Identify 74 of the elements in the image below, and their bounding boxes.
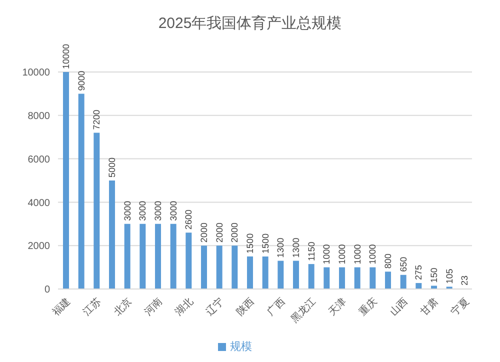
- bar: [339, 267, 345, 289]
- data-label: 1000: [322, 244, 332, 264]
- x-tick-label: 湖北: [172, 296, 196, 318]
- bar: [170, 224, 176, 289]
- bar: [124, 224, 130, 289]
- x-tick-label: 天津: [326, 296, 349, 318]
- data-label: 10000: [61, 44, 71, 69]
- bar: [431, 286, 437, 289]
- y-tick-label: 10000: [22, 68, 50, 79]
- bar: [416, 283, 422, 289]
- data-label: 1500: [260, 233, 270, 254]
- chart-title: 2025年我国体育产业总规模: [157, 14, 343, 34]
- bar: [278, 260, 284, 289]
- data-label: 3000: [122, 200, 132, 221]
- data-label: 9000: [76, 70, 86, 91]
- bar: [293, 260, 299, 289]
- y-tick-label: 8000: [28, 110, 50, 122]
- y-tick-label: 2000: [28, 241, 50, 252]
- bar: [140, 224, 146, 289]
- y-tick-label: 6000: [28, 154, 50, 166]
- data-label: 1000: [337, 244, 347, 264]
- x-tick-label: 福建: [50, 296, 73, 318]
- data-label: 650: [398, 256, 408, 272]
- bar: [324, 267, 330, 289]
- x-tick-label: 河南: [142, 296, 165, 318]
- x-tick-label: 重庆: [356, 296, 380, 318]
- bar: [232, 246, 238, 289]
- data-label: 3000: [138, 200, 148, 221]
- bar: [186, 232, 192, 289]
- legend-label: 规模: [230, 341, 252, 353]
- x-tick-label: 广西: [264, 296, 288, 318]
- data-label: 3000: [168, 200, 178, 221]
- data-label: 800: [383, 254, 393, 269]
- bar: [400, 274, 406, 289]
- data-label: 1150: [306, 242, 316, 262]
- x-tick-label: 北京: [112, 296, 134, 318]
- bar: [109, 180, 115, 289]
- x-tick-label: 宁夏: [448, 296, 472, 318]
- bar: [155, 224, 161, 289]
- data-label: 7200: [92, 110, 102, 130]
- data-label: 1000: [352, 244, 362, 264]
- bar: [262, 256, 268, 289]
- bar: [201, 246, 207, 289]
- bar: [78, 94, 84, 289]
- bar: [370, 267, 376, 289]
- bar: [308, 264, 314, 289]
- x-tick-label: 甘肃: [418, 296, 441, 318]
- data-label: 23: [460, 275, 470, 286]
- data-label: 2600: [184, 210, 194, 230]
- data-label: 2000: [214, 222, 224, 243]
- data-label: 1500: [245, 233, 255, 254]
- data-label: 105: [444, 268, 454, 284]
- x-tick-label: 陕西: [234, 296, 257, 318]
- data-label: 275: [414, 265, 424, 280]
- bar: [247, 256, 253, 289]
- x-tick-label: 江苏: [80, 296, 104, 318]
- bar: [216, 246, 222, 289]
- bar: [354, 267, 360, 289]
- data-label: 1300: [291, 238, 301, 258]
- data-label: 2000: [199, 222, 209, 243]
- bar: [63, 72, 69, 289]
- data-label: 5000: [107, 157, 117, 178]
- y-tick-label: 0: [44, 284, 50, 296]
- data-label: 150: [429, 268, 439, 283]
- data-label: 3000: [153, 200, 163, 221]
- x-tick-label: 辽宁: [204, 296, 226, 318]
- bar: [385, 272, 391, 289]
- data-label: 1300: [276, 238, 286, 258]
- bar: [94, 132, 100, 289]
- data-label: 1000: [368, 244, 378, 264]
- y-tick-label: 4000: [28, 198, 50, 209]
- x-tick-label: 山西: [388, 296, 410, 318]
- data-label: 2000: [230, 222, 240, 243]
- x-tick-label: 黑龙江: [288, 296, 318, 326]
